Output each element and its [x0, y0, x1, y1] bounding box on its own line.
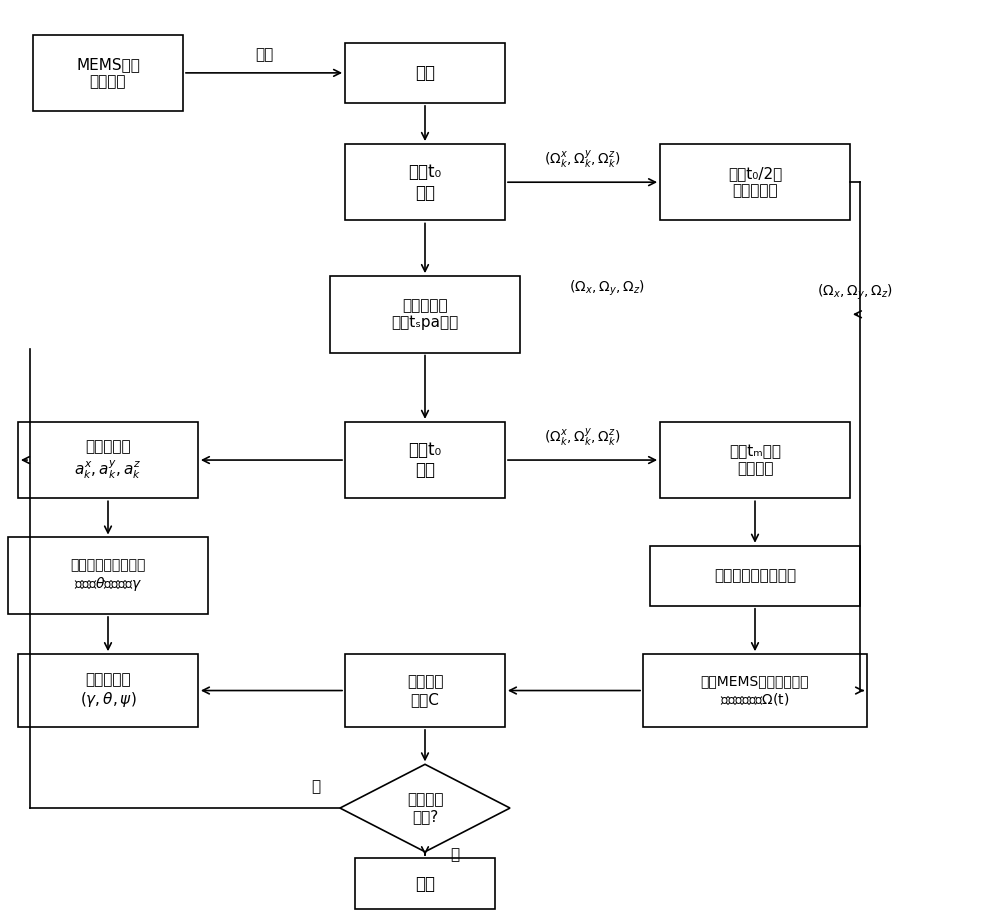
Text: 计算姿态角
$(\gamma,\theta,\psi)$: 计算姿态角 $(\gamma,\theta,\psi)$ — [80, 672, 136, 709]
Text: 载体: 载体 — [415, 64, 435, 82]
Text: MEMS惯性
测量单元: MEMS惯性 测量单元 — [76, 56, 140, 89]
FancyBboxPatch shape — [355, 858, 495, 909]
FancyBboxPatch shape — [643, 654, 867, 727]
FancyBboxPatch shape — [345, 654, 505, 727]
Text: 沿规划路径
运动tₛpa分钟: 沿规划路径 运动tₛpa分钟 — [391, 298, 459, 331]
Text: 计算姿态
矩阵C: 计算姿态 矩阵C — [407, 674, 443, 707]
FancyBboxPatch shape — [330, 276, 520, 353]
Text: 计算t₀/2时
刻常值漂移: 计算t₀/2时 刻常值漂移 — [728, 166, 782, 199]
FancyBboxPatch shape — [18, 422, 198, 498]
Text: 结束: 结束 — [415, 875, 435, 893]
FancyBboxPatch shape — [660, 144, 850, 220]
Text: $(\Omega_x,\Omega_y,\Omega_z)$: $(\Omega_x,\Omega_y,\Omega_z)$ — [569, 279, 645, 298]
Polygon shape — [340, 764, 510, 852]
Text: 到达指定
位置?: 到达指定 位置? — [407, 792, 443, 824]
Text: 计算tₘ时刻
常值漂移: 计算tₘ时刻 常值漂移 — [729, 444, 781, 476]
FancyBboxPatch shape — [345, 144, 505, 220]
Text: 固定: 固定 — [255, 47, 273, 62]
FancyBboxPatch shape — [18, 654, 198, 727]
Text: 静止t₀
分钟: 静止t₀ 分钟 — [408, 163, 442, 201]
Text: 更新MEMS惯性测量单元
角速度输出值$\Omega$(t): 更新MEMS惯性测量单元 角速度输出值$\Omega$(t) — [701, 674, 809, 707]
Text: $(\Omega_k^x,\Omega_k^y,\Omega_k^z)$: $(\Omega_k^x,\Omega_k^y,\Omega_k^z)$ — [544, 426, 621, 448]
Text: 否: 否 — [311, 780, 320, 794]
FancyBboxPatch shape — [8, 537, 208, 614]
Text: 三轴加速度均值更新
俯仰角$\theta$和横滚角$\gamma$: 三轴加速度均值更新 俯仰角$\theta$和横滚角$\gamma$ — [70, 558, 146, 593]
Text: 拟合陀螺仪常值漂移: 拟合陀螺仪常值漂移 — [714, 568, 796, 583]
Text: $(\Omega_x,\Omega_y,\Omega_z)$: $(\Omega_x,\Omega_y,\Omega_z)$ — [817, 283, 893, 302]
Text: 静止t₀
分钟: 静止t₀ 分钟 — [408, 441, 442, 479]
Text: 三轴加速度
$a_k^x,a_k^y,a_k^z$: 三轴加速度 $a_k^x,a_k^y,a_k^z$ — [74, 440, 142, 480]
Text: $(\Omega_k^x,\Omega_k^y,\Omega_k^z)$: $(\Omega_k^x,\Omega_k^y,\Omega_k^z)$ — [544, 148, 621, 170]
FancyBboxPatch shape — [33, 35, 183, 111]
FancyBboxPatch shape — [660, 422, 850, 498]
FancyBboxPatch shape — [345, 422, 505, 498]
FancyBboxPatch shape — [650, 546, 860, 606]
FancyBboxPatch shape — [345, 43, 505, 103]
Text: 是: 是 — [450, 847, 459, 863]
